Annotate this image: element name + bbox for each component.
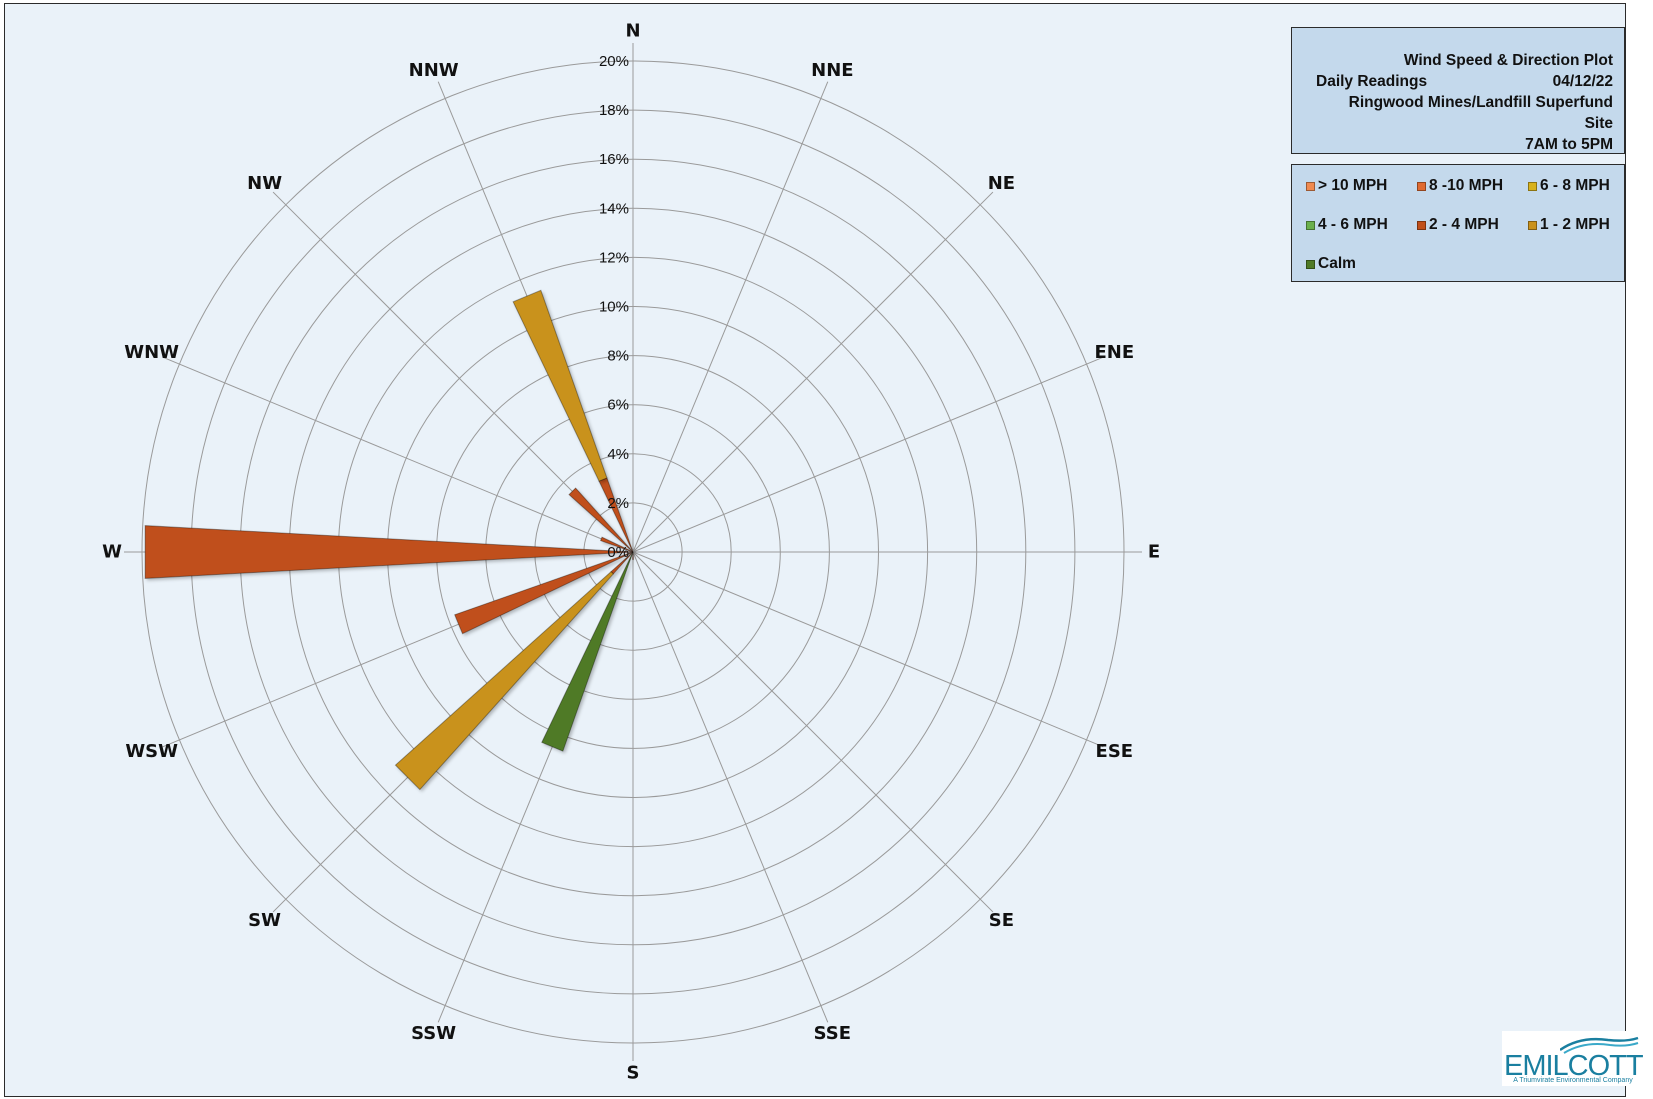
chart-subtitle: Daily Readings [1316, 73, 1428, 90]
legend: > 10 MPH 8 -10 MPH 6 - 8 MPH 4 - 6 MPH 2 - 4… [1291, 164, 1625, 282]
legend-grid: > 10 MPH 8 -10 MPH 6 - 8 MPH 4 - 6 MPH 2 - 4… [1306, 175, 1614, 275]
legend-swatch [1417, 220, 1426, 230]
legend-item-6-8-mph: 6 - 8 MPH [1528, 175, 1628, 197]
direction-label-nnw: NNW [409, 60, 459, 81]
radial-tick-label: 4% [607, 446, 629, 463]
radial-tick-label: 6% [607, 397, 629, 414]
radial-tick-label: 18% [599, 102, 629, 119]
direction-label-ssw: SSW [411, 1023, 456, 1044]
direction-label-nne: NNE [811, 60, 853, 81]
bar-ssw-calm [541, 551, 634, 752]
title-box: Wind Speed & Direction Plot Daily Readin… [1291, 27, 1625, 154]
spoke-wnw [162, 356, 634, 553]
legend-swatch [1306, 220, 1315, 230]
site-name: Ringwood Mines/Landfill Superfund Site [1348, 94, 1613, 132]
direction-labels: N NNE NE ENE E ESE SE SSE S SSW SW WSW W WNW NW NNW [102, 21, 1160, 1084]
legend-label: 6 - 8 MPH [1540, 177, 1610, 194]
legend-swatch [1528, 220, 1537, 230]
spoke-ene [632, 356, 1104, 553]
legend-swatch [1306, 259, 1315, 269]
logo-waves-icon [1560, 1036, 1639, 1054]
legend-item-4-6-mph: 4 - 6 MPH [1306, 214, 1417, 236]
radial-tick-label: 0% [607, 544, 629, 561]
spoke-sse [632, 551, 829, 1023]
radial-tick-label: 8% [607, 348, 629, 365]
legend-label: 2 - 4 MPH [1429, 216, 1499, 233]
direction-label-sse: SSE [814, 1023, 851, 1044]
time-range: 7AM to 5PM [1525, 136, 1613, 153]
spoke-ne [632, 191, 994, 553]
radial-tick-label: 14% [599, 200, 629, 217]
direction-label-ne: NE [988, 173, 1015, 194]
bar-wsw-2-4-mph [454, 551, 634, 635]
direction-label-se: SE [989, 910, 1014, 931]
bar-s-2-4-mph [632, 551, 634, 560]
legend-item-calm: Calm [1306, 253, 1417, 275]
direction-label-n: N [625, 21, 640, 42]
emilcott-logo: EMILCOTT A Triumvirate Environmental Com… [1502, 1031, 1644, 1086]
spoke-nne [632, 81, 829, 553]
logo-text: EMILCOTT [1504, 1050, 1644, 1082]
wind-bars [144, 289, 634, 791]
direction-label-w: W [102, 542, 122, 563]
logo-tagline: A Triumvirate Environmental Company [1513, 1077, 1633, 1084]
legend-label: 4 - 6 MPH [1318, 216, 1388, 233]
chart-title: Wind Speed & Direction Plot [1403, 52, 1613, 69]
bar-wnw-2-4-mph [599, 536, 634, 553]
legend-item-2-4-mph: 2 - 4 MPH [1417, 214, 1528, 236]
radial-tick-label: 20% [599, 53, 629, 70]
radial-tick-label: 16% [599, 151, 629, 168]
direction-label-wsw: WSW [125, 741, 178, 762]
chart-date: 04/12/22 [1552, 73, 1613, 90]
legend-item-1-2-mph: 1 - 2 MPH [1528, 214, 1628, 236]
bar-sw-1-2-mph [394, 570, 615, 791]
legend-swatch [1306, 181, 1315, 191]
legend-label: 8 -10 MPH [1429, 177, 1504, 194]
bar-nw-2-4-mph [568, 487, 634, 553]
bar-nnw-1-2-mph [512, 289, 608, 482]
direction-label-nw: NW [247, 173, 282, 194]
direction-label-ese: ESE [1096, 741, 1134, 762]
legend-label: Calm [1318, 255, 1356, 272]
radial-tick-labels: 0% 2% 4% 6% 8% 10% 12% 14% 16% 18% 20% [599, 53, 629, 561]
spoke-ese [632, 551, 1104, 748]
radial-tick-label: 10% [599, 299, 629, 316]
direction-label-sw: SW [248, 910, 281, 931]
direction-label-s: S [627, 1063, 640, 1084]
legend-item-10-mph: > 10 MPH [1306, 175, 1417, 197]
legend-label: > 10 MPH [1318, 177, 1388, 194]
direction-label-ene: ENE [1095, 342, 1135, 363]
radial-tick-label: 2% [607, 495, 629, 512]
legend-swatch [1528, 181, 1537, 191]
spoke-se [632, 551, 994, 913]
legend-item-8-10-mph: 8 -10 MPH [1417, 175, 1528, 197]
direction-label-wnw: WNW [124, 342, 179, 363]
radial-tick-label: 12% [599, 249, 629, 266]
bar-w-2-4-mph [144, 525, 634, 579]
legend-swatch [1417, 181, 1426, 191]
direction-label-e: E [1148, 542, 1160, 563]
legend-label: 1 - 2 MPH [1540, 216, 1610, 233]
